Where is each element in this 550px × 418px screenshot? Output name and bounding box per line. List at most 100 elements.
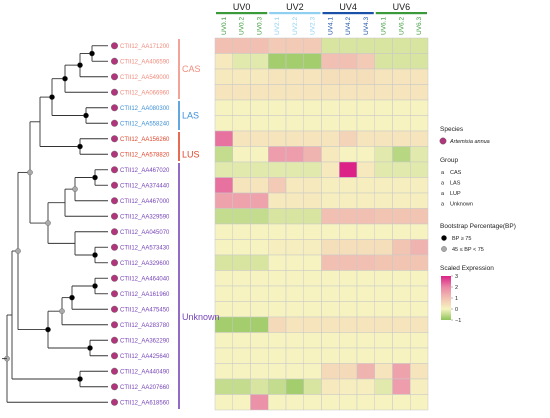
- heatmap-cell: [232, 363, 251, 380]
- heatmap-cell: [339, 301, 358, 318]
- group-label: LUS: [182, 149, 200, 159]
- column-label: UV2.2: [292, 17, 299, 35]
- heatmap-cell: [410, 192, 429, 209]
- heatmap-cell: [268, 378, 287, 395]
- gene-label: CTII12_AA618560: [120, 400, 170, 406]
- heatmap-cell: [339, 192, 358, 209]
- heatmap-cell: [268, 332, 287, 349]
- heatmap-cell: [232, 99, 251, 116]
- heatmap-cell: [356, 363, 375, 380]
- heatmap-cell: [392, 68, 411, 85]
- species-dot: [110, 57, 118, 65]
- bootstrap-node: [87, 345, 93, 351]
- heatmap-cell: [321, 285, 340, 302]
- heatmap-cell: [214, 130, 233, 147]
- heatmap-cell: [356, 316, 375, 333]
- heatmap-cell: [268, 363, 287, 380]
- heatmap-cell: [339, 130, 358, 147]
- heatmap-cell: [232, 177, 251, 194]
- heatmap-cell: [285, 161, 304, 178]
- heatmap-cell: [321, 394, 340, 411]
- heatmap-cell: [410, 208, 429, 225]
- heatmap-cell: [250, 208, 269, 225]
- heatmap-cell: [268, 68, 287, 85]
- heatmap-cell: [356, 378, 375, 395]
- uv-group-bar: [375, 12, 427, 15]
- heatmap-cell: [250, 223, 269, 240]
- gene-label: CTII12_AA549000: [120, 75, 170, 81]
- scale-tick-label: 0: [455, 307, 458, 313]
- heatmap-cell: [339, 37, 358, 54]
- legend-group-title: Group: [440, 157, 458, 164]
- heatmap-cell: [303, 161, 322, 178]
- heatmap-cell: [392, 394, 411, 411]
- bootstrap-node: [62, 75, 68, 82]
- heatmap-cell: [250, 270, 269, 287]
- heatmap-cell: [339, 363, 358, 380]
- legend: Species Artemisia annua Group Bootstrap …: [439, 126, 516, 324]
- legend-scale-title: Scaled Expression: [440, 265, 494, 272]
- heatmap-cell: [250, 68, 269, 85]
- gene-label: CTII12_AA329590: [120, 214, 170, 220]
- heatmap-cell: [356, 332, 375, 349]
- gene-label: CTII12_AA467000: [120, 199, 170, 205]
- heatmap-cell: [410, 68, 429, 85]
- heatmap-cell: [214, 394, 233, 411]
- heatmap-cell: [250, 332, 269, 349]
- bootstrap-node: [77, 62, 83, 68]
- heatmap-cell: [214, 363, 233, 380]
- heatmap-cell: [374, 254, 393, 271]
- heatmap-cell: [410, 146, 429, 163]
- heatmap-cell: [392, 84, 411, 101]
- heatmap-cell: [356, 394, 375, 411]
- heatmap-cell: [410, 53, 429, 70]
- heatmap-cell: [285, 115, 304, 132]
- heatmap-cell: [356, 37, 375, 54]
- heatmap-cell: [321, 130, 340, 147]
- heatmap-cell: [339, 239, 358, 256]
- heatmap-cell: [410, 239, 429, 256]
- heatmap-cell: [232, 53, 251, 70]
- species-dot: [110, 243, 118, 251]
- heatmap-cell: [374, 146, 393, 163]
- heatmap-cell: [250, 192, 269, 209]
- heatmap-cell: [285, 347, 304, 364]
- species-dot: [110, 150, 118, 158]
- heatmap-cell: [214, 378, 233, 395]
- legend-species-title: Species: [440, 126, 464, 133]
- heatmap-cell: [285, 208, 304, 225]
- heatmap-cell: [285, 316, 304, 333]
- species-dot: [110, 73, 118, 81]
- uv-group-bar: [216, 12, 268, 15]
- heatmap-cell: [285, 192, 304, 209]
- heatmap-cell: [232, 130, 251, 147]
- heatmap-cell: [285, 146, 304, 163]
- gene-label: CTII12_AA066960: [120, 90, 170, 96]
- heatmap-cell: [232, 161, 251, 178]
- heatmap-cell: [321, 223, 340, 240]
- heatmap-cell: [250, 37, 269, 54]
- heatmap-cell: [356, 270, 375, 287]
- heatmap-cell: [303, 177, 322, 194]
- heatmap-cell: [303, 223, 322, 240]
- heatmap-cell: [392, 378, 411, 395]
- heatmap-cell: [285, 239, 304, 256]
- heatmap-cell: [410, 285, 429, 302]
- heatmap-cell: [303, 68, 322, 85]
- heatmap-cell: [374, 208, 393, 225]
- column-label: UV2.1: [274, 17, 281, 35]
- heatmap-cell: [392, 37, 411, 54]
- heatmap-cell: [392, 208, 411, 225]
- heatmap-cell: [285, 378, 304, 395]
- column-label: UV0.2: [239, 17, 246, 35]
- heatmap-cell: [214, 254, 233, 271]
- heatmap-cell: [214, 115, 233, 132]
- heatmap-cell: [303, 146, 322, 163]
- column-label: UV4.3: [363, 17, 370, 35]
- heatmap-cell: [339, 223, 358, 240]
- heatmap-cell: [321, 270, 340, 287]
- heatmap-cell: [214, 239, 233, 256]
- heatmap-cell: [214, 208, 233, 225]
- heatmap-cell: [321, 192, 340, 209]
- heatmap-cell: [268, 177, 287, 194]
